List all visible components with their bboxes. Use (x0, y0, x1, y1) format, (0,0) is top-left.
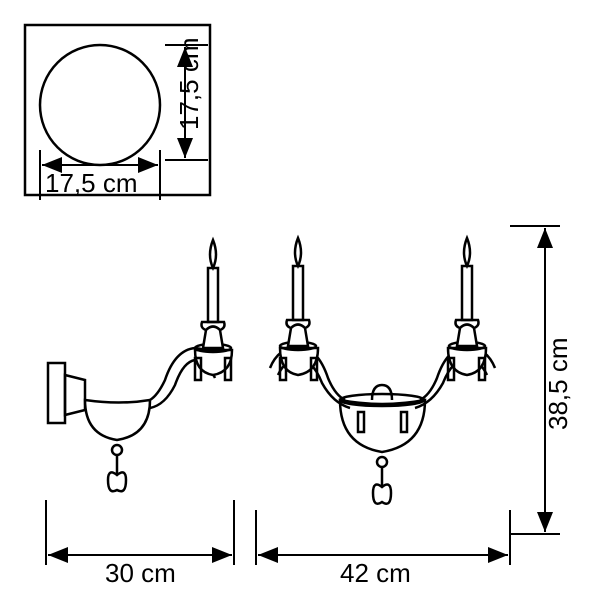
drop-bell-front (373, 485, 391, 504)
inset-view: 17,5 cm 17,5 cm (25, 25, 210, 200)
front-view: 42 cm (256, 238, 510, 588)
central-bowl (340, 400, 425, 452)
inset-dim-v-label: 17,5 cm (174, 38, 204, 131)
lower-bowl-side (85, 400, 150, 440)
flame-side (210, 240, 216, 268)
height-dim-label: 38,5 cm (543, 338, 573, 431)
candle-right (462, 266, 472, 320)
candle-left (293, 266, 303, 320)
side-view: 30 cm (46, 240, 234, 588)
flame-left (295, 238, 301, 266)
drop-bead-front (377, 457, 387, 467)
front-dim-w-label: 42 cm (340, 558, 411, 588)
wall-plate (48, 363, 65, 423)
diagram-svg: 17,5 cm 17,5 cm (0, 0, 600, 600)
inset-circle (40, 45, 160, 165)
drop-bead-side (112, 445, 122, 455)
flame-right (464, 238, 470, 266)
side-dim-w-label: 30 cm (105, 558, 176, 588)
center-stem (372, 385, 392, 400)
candle-side (208, 268, 218, 322)
mount-block (65, 375, 85, 415)
height-dimension: 38,5 cm (510, 226, 573, 534)
inset-dim-h-label: 17,5 cm (45, 168, 138, 198)
drop-bell-side (108, 472, 126, 491)
